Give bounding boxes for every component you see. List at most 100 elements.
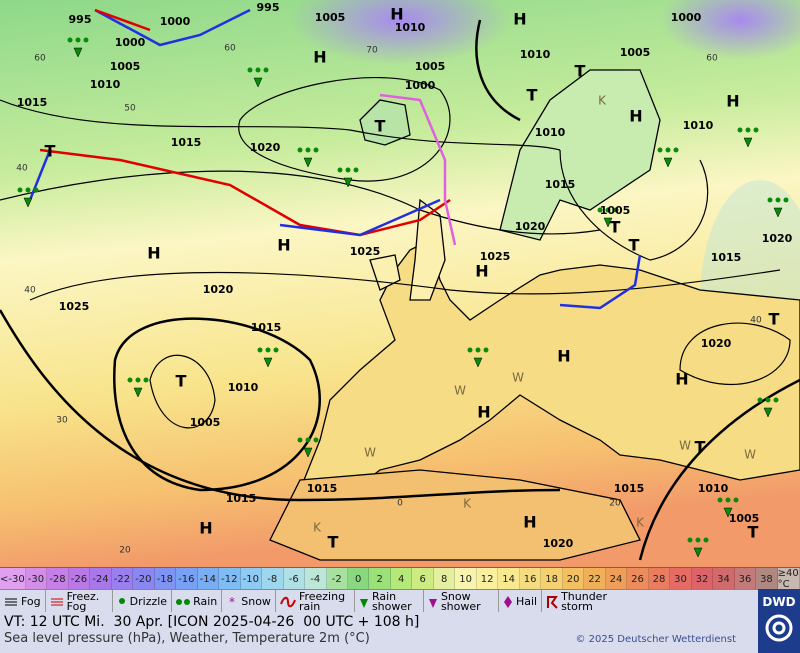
legend-label: Snow shower bbox=[440, 589, 481, 613]
isobar-label: 1025 bbox=[480, 250, 511, 263]
isobar-label: 1000 bbox=[671, 11, 702, 24]
rain-symbol bbox=[143, 377, 149, 383]
shower-symbol bbox=[303, 447, 313, 458]
scale-cell: 2 bbox=[369, 568, 391, 590]
shower-symbol bbox=[73, 47, 83, 58]
isobar-label: 1020 bbox=[203, 283, 234, 296]
temperature-label: 60 bbox=[706, 54, 718, 64]
rain-symbol bbox=[483, 347, 489, 353]
temperature-label: 60 bbox=[224, 44, 236, 54]
pressure-center: H bbox=[726, 92, 739, 111]
rain-symbol bbox=[753, 127, 759, 133]
rain-symbol bbox=[257, 347, 263, 353]
scale-cell: -28 bbox=[47, 568, 69, 590]
rain-symbol bbox=[25, 187, 31, 193]
rain-symbol bbox=[773, 397, 779, 403]
shower-symbol bbox=[133, 387, 143, 398]
rain-symbol bbox=[745, 127, 751, 133]
shower-symbol bbox=[23, 197, 33, 208]
isobar-label: 1010 bbox=[535, 126, 566, 139]
scale-cell: -24 bbox=[90, 568, 112, 590]
rain-symbol bbox=[265, 347, 271, 353]
isobar-label: 1020 bbox=[701, 337, 732, 350]
scale-cell: -8 bbox=[262, 568, 284, 590]
isobar-label: 1015 bbox=[17, 96, 48, 109]
scale-cell: 38 bbox=[756, 568, 778, 590]
scale-cell: 8 bbox=[433, 568, 456, 590]
legend-item: Rain shower bbox=[355, 590, 424, 613]
pressure-center: T bbox=[176, 372, 187, 391]
isobar-label: 1015 bbox=[545, 178, 576, 191]
cold-air bbox=[660, 0, 800, 60]
rain-symbol bbox=[665, 147, 671, 153]
rain-symbol bbox=[345, 167, 351, 173]
rain-symbol bbox=[475, 347, 481, 353]
legend-item: Thunder storm bbox=[542, 590, 620, 613]
isobar-label: 1000 bbox=[115, 36, 146, 49]
pressure-center: H bbox=[523, 513, 536, 532]
legend-item: Drizzle bbox=[113, 590, 173, 613]
pressure-center: T bbox=[695, 438, 706, 457]
rain-symbol bbox=[273, 347, 279, 353]
rain-symbol bbox=[127, 377, 133, 383]
scale-cell: 20 bbox=[562, 568, 585, 590]
copyright: © 2025 Deutscher Wetterdienst bbox=[575, 634, 736, 645]
rain-symbol bbox=[703, 537, 709, 543]
logo: DWD bbox=[758, 589, 800, 653]
isobar-label: 1025 bbox=[59, 300, 90, 313]
rain-symbol bbox=[467, 347, 473, 353]
pressure-center: T bbox=[45, 142, 56, 161]
region-letter: W bbox=[744, 448, 756, 462]
legend-item: Freez. Fog bbox=[46, 590, 113, 613]
scale-cell: -22 bbox=[111, 568, 134, 590]
scale-cell: 12 bbox=[476, 568, 499, 590]
legend-item: * Snow bbox=[222, 590, 276, 613]
rain-symbol bbox=[767, 197, 773, 203]
scale-cell: -16 bbox=[176, 568, 198, 590]
scale-cell: 26 bbox=[627, 568, 649, 590]
rain-symbol bbox=[247, 67, 253, 73]
shower-symbol bbox=[473, 357, 483, 368]
rain-symbol bbox=[313, 437, 319, 443]
rain-symbol bbox=[83, 37, 89, 43]
pressure-center: H bbox=[629, 107, 642, 126]
rain-symbol bbox=[17, 187, 23, 193]
scale-cell: -12 bbox=[219, 568, 241, 590]
isobar-label: 1005 bbox=[620, 46, 651, 59]
isobar-label: 1015 bbox=[226, 492, 257, 505]
isobar-label: 1020 bbox=[543, 537, 574, 550]
temperature-label: 40 bbox=[16, 164, 28, 174]
pressure-center: H bbox=[390, 5, 403, 24]
rain-symbol bbox=[673, 147, 679, 153]
rain-symbol bbox=[695, 537, 701, 543]
footer: VT: 12 UTC Mi. 30 Apr. [ICON 2025-04-26 … bbox=[0, 612, 758, 653]
scale-cell: 0 bbox=[347, 568, 370, 590]
pressure-center: H bbox=[675, 370, 688, 389]
isobar-label: 1000 bbox=[405, 79, 436, 92]
map-labels: 995 1000 995 1005 1010 1000 1005 1010 1000 1005 10… bbox=[16, 1, 792, 556]
rain-symbol bbox=[765, 397, 771, 403]
isobar-label: 1005 bbox=[110, 60, 141, 73]
rain-symbol bbox=[305, 437, 311, 443]
shower-symbol bbox=[343, 177, 353, 188]
isobar-label: 1010 bbox=[683, 119, 714, 132]
temperature-label: 70 bbox=[366, 46, 378, 56]
legend-label: Freezing rain bbox=[298, 589, 346, 613]
shower-symbol bbox=[603, 217, 613, 228]
shower-symbol bbox=[303, 157, 313, 168]
map-subtitle: Sea level pressure (hPa), Weather, Tempe… bbox=[4, 631, 370, 646]
scale-cell: 32 bbox=[691, 568, 714, 590]
scale-cell: -6 bbox=[283, 568, 306, 590]
rain-symbol bbox=[297, 437, 303, 443]
temperature-label: 40 bbox=[750, 316, 762, 326]
pressure-center: T bbox=[629, 236, 640, 255]
scale-cell: -2 bbox=[326, 568, 348, 590]
rain-symbol bbox=[775, 197, 781, 203]
isobar-label: 1000 bbox=[160, 15, 191, 28]
rain-symbol bbox=[297, 147, 303, 153]
legend-item: Rain bbox=[172, 590, 223, 613]
rain-symbol bbox=[67, 37, 73, 43]
isobar-label: 1005 bbox=[190, 416, 221, 429]
isobar-label: 1005 bbox=[600, 204, 631, 217]
